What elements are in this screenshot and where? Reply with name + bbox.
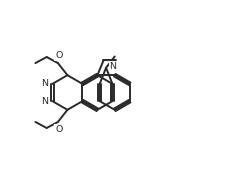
Text: O: O: [55, 51, 62, 60]
Text: N: N: [41, 79, 48, 88]
Text: N: N: [41, 97, 48, 106]
Text: N: N: [109, 62, 116, 71]
Text: O: O: [55, 125, 62, 134]
